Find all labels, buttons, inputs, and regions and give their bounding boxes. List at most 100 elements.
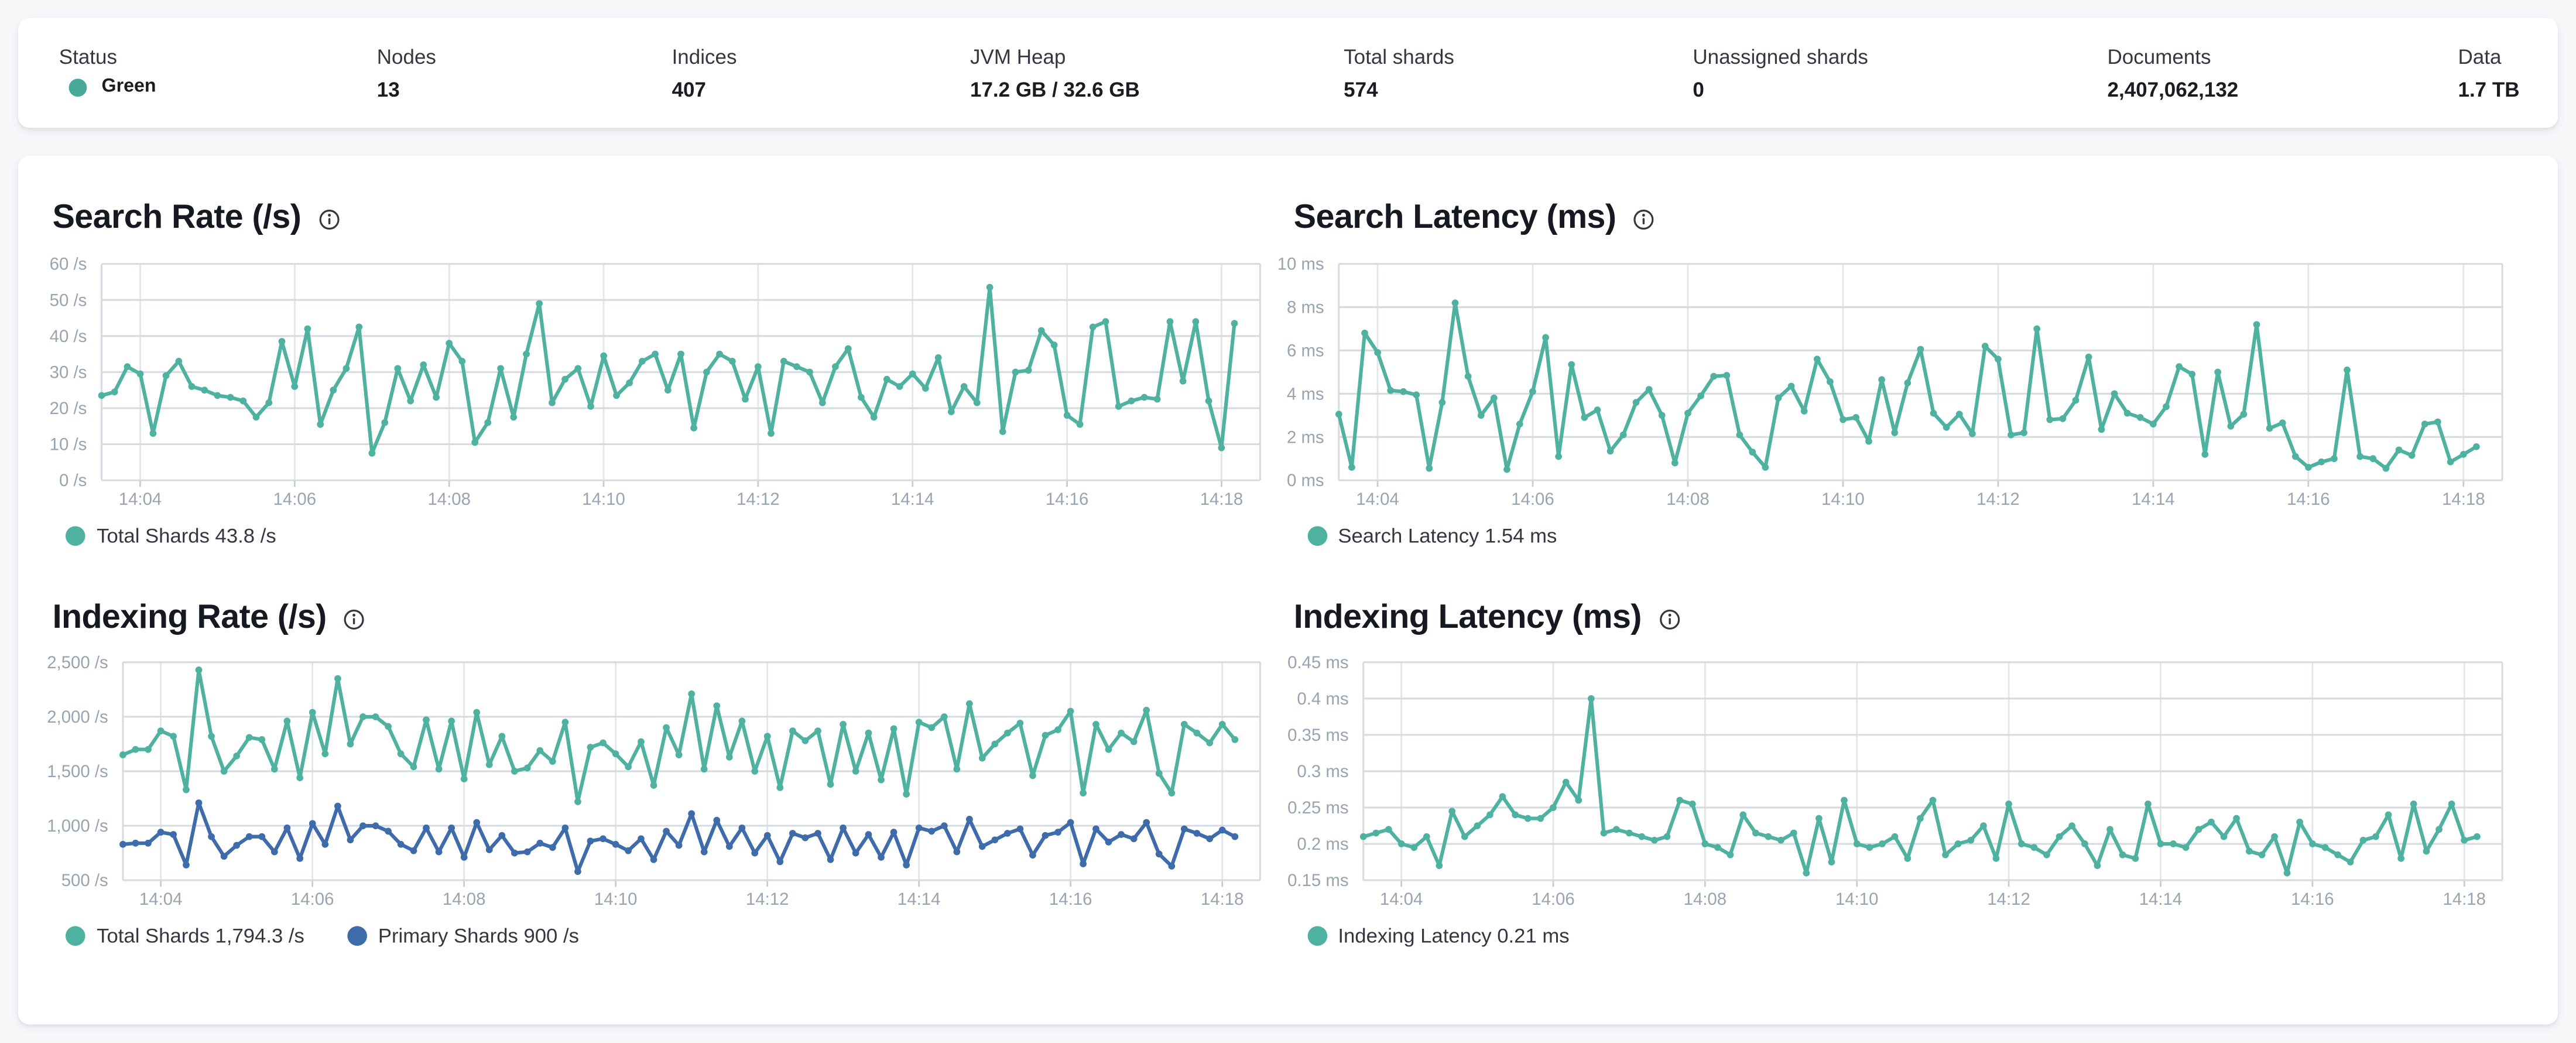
indexing-latency-plot: 14:04 14:06 14:08 14:10 14:12 14:14 14:16 14:18… [1287, 653, 2503, 909]
stat-documents: Documents 2,407,062,132 [2108, 45, 2239, 104]
legend-item[interactable]: Total Shards 1,794.3 /s [65, 923, 304, 949]
legend-label: Total Shards 1,794.3 /s [97, 924, 304, 948]
stat-nodes: Nodes 13 [377, 45, 436, 104]
stat-indices: Indices 407 [672, 45, 737, 104]
chart-legend: Indexing Latency 0.21 ms [1294, 923, 2518, 949]
chart-legend: Total Shards 43.8 /s [53, 523, 1277, 549]
chart-title: Indexing Rate (/s) [52, 598, 327, 637]
svg-text:14:16: 14:16 [1049, 890, 1092, 909]
chart-indexing-latency: Indexing Latency (ms) 14:04 14:06 14:08 14:… [1287, 599, 2518, 949]
health-green-dot-icon [68, 77, 87, 96]
svg-text:10 /s: 10 /s [50, 435, 87, 454]
svg-text:6 ms: 6 ms [1286, 341, 1324, 361]
svg-text:14:18: 14:18 [1200, 490, 1244, 509]
svg-text:14:04: 14:04 [1355, 490, 1399, 509]
stat-value: 0 [1693, 78, 1704, 102]
svg-text:14:08: 14:08 [443, 890, 486, 909]
svg-text:14:04: 14:04 [139, 890, 183, 909]
svg-text:2,500 /s: 2,500 /s [47, 653, 108, 672]
indexing-rate-plot: 14:04 14:06 14:08 14:10 14:12 14:14 14:16 14:18… [47, 653, 1261, 909]
svg-text:14:14: 14:14 [2138, 890, 2181, 909]
legend-series-dot-icon [65, 526, 85, 546]
chart-legend: Total Shards 1,794.3 /s Primary Shards 90… [53, 923, 1277, 949]
stat-label: JVM Heap [970, 46, 1066, 69]
metrics-charts-card: Search Rate (/s) 14:04 14:06 14:08 14:10 14:… [18, 155, 2558, 1025]
svg-text:14:06: 14:06 [1510, 490, 1554, 509]
svg-text:14:18: 14:18 [2441, 490, 2485, 509]
svg-text:14:12: 14:12 [737, 490, 780, 509]
svg-text:14:12: 14:12 [1986, 890, 2030, 909]
svg-text:2 ms: 2 ms [1286, 428, 1324, 447]
svg-text:14:08: 14:08 [1666, 490, 1709, 509]
svg-text:14:12: 14:12 [1976, 490, 2019, 509]
svg-text:14:14: 14:14 [2131, 490, 2174, 509]
svg-text:14:18: 14:18 [2442, 890, 2485, 909]
svg-text:8 ms: 8 ms [1286, 298, 1324, 317]
svg-text:14:08: 14:08 [427, 490, 471, 509]
stat-label: Unassigned shards [1693, 46, 1868, 69]
svg-text:14:10: 14:10 [1835, 890, 1878, 909]
stat-value: Green [101, 77, 156, 97]
info-icon[interactable] [1658, 608, 1681, 631]
search-latency-plot: 14:04 14:06 14:08 14:10 14:12 14:14 14:16 14:18… [1276, 255, 2503, 509]
legend-label: Indexing Latency 0.21 ms [1338, 924, 1570, 948]
svg-text:14:16: 14:16 [2286, 490, 2330, 509]
svg-text:14:06: 14:06 [291, 890, 334, 909]
stat-data-size: Data 1.7 TB [2458, 45, 2520, 104]
info-icon[interactable] [317, 208, 340, 231]
svg-text:14:18: 14:18 [1201, 890, 1244, 909]
legend-item[interactable]: Total Shards 43.8 /s [65, 523, 276, 549]
svg-text:0.4 ms: 0.4 ms [1296, 689, 1348, 709]
chart-title: Search Rate (/s) [52, 198, 302, 237]
legend-label: Primary Shards 900 /s [378, 924, 579, 948]
legend-series-dot-icon [1307, 526, 1327, 546]
svg-text:60 /s: 60 /s [50, 255, 87, 274]
svg-text:14:04: 14:04 [119, 490, 162, 509]
stat-total-shards: Total shards 574 [1344, 45, 1454, 104]
stat-jvm-heap: JVM Heap 17.2 GB / 32.6 GB [970, 45, 1140, 104]
info-icon[interactable] [1632, 208, 1655, 231]
svg-text:1,500 /s: 1,500 /s [47, 762, 108, 781]
stat-value: 1.7 TB [2458, 78, 2520, 102]
svg-text:20 /s: 20 /s [50, 399, 87, 418]
legend-item[interactable]: Primary Shards 900 /s [347, 923, 579, 949]
svg-text:14:08: 14:08 [1683, 890, 1726, 909]
legend-item[interactable]: Search Latency 1.54 ms [1307, 523, 1557, 549]
svg-text:0 /s: 0 /s [59, 471, 87, 490]
svg-text:14:12: 14:12 [746, 890, 789, 909]
svg-text:14:10: 14:10 [582, 490, 625, 509]
stat-value: 13 [376, 78, 400, 102]
svg-text:0.2 ms: 0.2 ms [1296, 835, 1348, 854]
svg-text:0.15 ms: 0.15 ms [1287, 871, 1348, 890]
svg-text:14:04: 14:04 [1379, 890, 1422, 909]
stat-label: Nodes [376, 46, 436, 69]
svg-text:30 /s: 30 /s [50, 363, 87, 382]
svg-text:0.45 ms: 0.45 ms [1287, 653, 1348, 672]
stat-value: 17.2 GB / 32.6 GB [970, 78, 1140, 102]
svg-text:10 ms: 10 ms [1276, 255, 1323, 274]
info-icon[interactable] [343, 608, 366, 631]
svg-text:1,000 /s: 1,000 /s [47, 816, 108, 836]
svg-text:14:16: 14:16 [2290, 890, 2334, 909]
svg-text:2,000 /s: 2,000 /s [47, 707, 108, 727]
stat-status: Status Green [59, 45, 156, 97]
legend-series-dot-icon [347, 926, 367, 946]
legend-series-dot-icon [65, 926, 85, 946]
chart-search-latency: Search Latency (ms) 14:04 14:06 14:08 14:10… [1276, 198, 2518, 549]
svg-text:0 ms: 0 ms [1286, 471, 1324, 490]
svg-text:14:14: 14:14 [898, 890, 941, 909]
stat-label: Documents [2107, 46, 2211, 69]
stat-label: Indices [672, 46, 737, 69]
svg-text:0.3 ms: 0.3 ms [1296, 762, 1348, 781]
stat-label: Total shards [1344, 46, 1454, 69]
chart-legend: Search Latency 1.54 ms [1294, 523, 2518, 549]
svg-text:14:10: 14:10 [594, 890, 638, 909]
svg-text:14:06: 14:06 [273, 490, 317, 509]
search-rate-plot: 14:04 14:06 14:08 14:10 14:12 14:14 14:16 14:18… [50, 255, 1261, 509]
legend-label: Search Latency 1.54 ms [1338, 524, 1557, 548]
svg-text:4 ms: 4 ms [1286, 384, 1324, 403]
stat-unassigned-shards: Unassigned shards 0 [1693, 45, 1868, 104]
chart-title: Search Latency (ms) [1293, 198, 1616, 237]
legend-item[interactable]: Indexing Latency 0.21 ms [1307, 923, 1570, 949]
